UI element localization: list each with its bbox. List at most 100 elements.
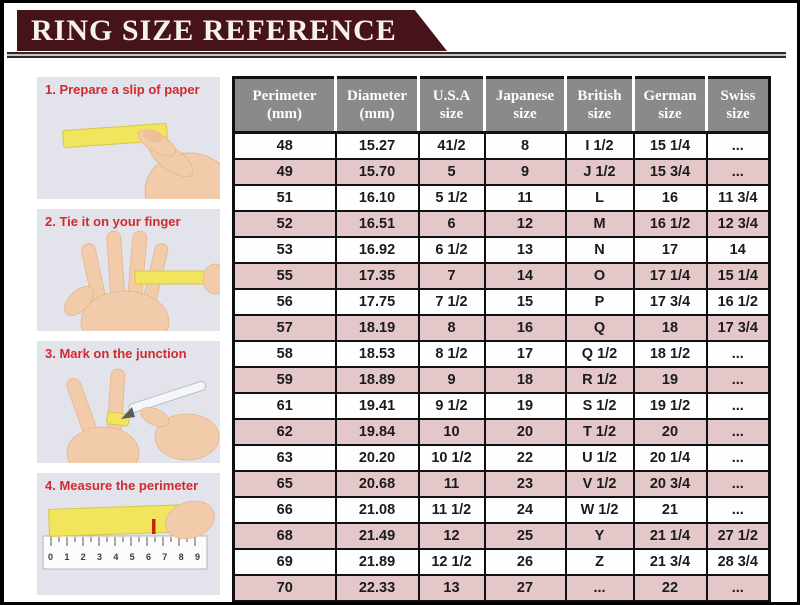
table-cell: 19.41 xyxy=(334,392,420,420)
table-row: 70 22.33 13 27... 22... xyxy=(232,574,771,602)
table-cell: 68 xyxy=(232,522,337,550)
table-cell: N xyxy=(564,236,635,264)
table-cell: 20.68 xyxy=(334,470,420,498)
ruler-number: 6 xyxy=(145,552,151,562)
table-row: 57 18.19 8 16 Q 18 17 3/4 xyxy=(232,314,771,342)
column-header: German size xyxy=(632,77,707,134)
table-cell: U 1/2 xyxy=(564,444,635,472)
table-cell: 15 1/4 xyxy=(632,131,708,160)
table-cell: 12 xyxy=(417,522,486,550)
table-cell: 14 xyxy=(705,236,771,264)
table-cell: 63 xyxy=(232,444,337,472)
table-cell: 8 xyxy=(417,314,486,342)
table-cell: 9 xyxy=(417,366,486,394)
table-cell: 25 xyxy=(483,522,567,550)
table-header-row: Perimeter (mm) Diameter (mm) U.S.A size Japane… xyxy=(233,77,770,134)
table-cell: 19 xyxy=(483,392,567,420)
table-cell: 62 xyxy=(232,418,337,446)
table-cell: 20 1/4 xyxy=(632,444,708,472)
step-title: 2. Tie it on your finger xyxy=(45,214,181,229)
table-cell: 21 xyxy=(632,496,708,524)
column-header: British size xyxy=(564,77,634,134)
table-cell: 58 xyxy=(232,340,337,368)
table-cell: 20 3/4 xyxy=(632,470,708,498)
table-row: 55 17.35 7 14 O 17 1/4 15 1/4 xyxy=(232,262,771,290)
table-row: 52 16.51 6 12 M 16 1/2 12 3/4 xyxy=(232,210,771,238)
step1-paper-slip-photo xyxy=(62,123,220,199)
step-card-1: 1. Prepare a slip of paper xyxy=(37,77,220,199)
table-row: 61 19.41 9 1/2 19 S 1/2 19 1/2... xyxy=(232,392,771,420)
table-cell: 66 xyxy=(232,496,337,524)
table-cell: 10 1/2 xyxy=(417,444,486,472)
table-cell: 11 xyxy=(417,470,486,498)
table-cell: T 1/2 xyxy=(564,418,635,446)
table-cell: P xyxy=(564,288,635,316)
ring-size-table: Perimeter (mm) Diameter (mm) U.S.A size Japane… xyxy=(232,76,771,602)
column-header: Japanese size xyxy=(483,77,566,134)
table-cell: Q 1/2 xyxy=(564,340,635,368)
table-cell: ... xyxy=(705,392,771,420)
table-cell: 13 xyxy=(417,574,486,602)
table-cell: I 1/2 xyxy=(564,131,635,160)
table-cell: O xyxy=(564,262,635,290)
ruler-number: 2 xyxy=(80,552,86,562)
step-card-2: 2. Tie it on your finger xyxy=(37,209,220,331)
table-cell: ... xyxy=(705,470,771,498)
table-cell: 8 1/2 xyxy=(417,340,486,368)
table-cell: 15.27 xyxy=(334,131,420,160)
table-cell: 19.84 xyxy=(334,418,420,446)
table-cell: W 1/2 xyxy=(564,496,635,524)
table-cell: L xyxy=(564,184,635,212)
step-title: 1. Prepare a slip of paper xyxy=(45,82,200,97)
table-cell: 19 xyxy=(632,366,708,394)
table-cell: 52 xyxy=(232,210,337,238)
table-cell: 10 xyxy=(417,418,486,446)
table-cell: 6 1/2 xyxy=(417,236,486,264)
table-cell: 20 xyxy=(483,418,567,446)
table-cell: 12 1/2 xyxy=(417,548,486,576)
table-cell: M xyxy=(564,210,635,238)
table-cell: 20 xyxy=(632,418,708,446)
table-cell: 9 xyxy=(483,158,567,186)
table-cell: 18.53 xyxy=(334,340,420,368)
table-cell: 11 xyxy=(483,184,567,212)
table-cell: 5 xyxy=(417,158,486,186)
table-cell: 22.33 xyxy=(334,574,420,602)
table-cell: 61 xyxy=(232,392,337,420)
table-cell: 21.89 xyxy=(334,548,420,576)
table-cell: 21.49 xyxy=(334,522,420,550)
table-cell: Y xyxy=(564,522,635,550)
table-cell: 9 1/2 xyxy=(417,392,486,420)
table-cell: 11 3/4 xyxy=(705,184,771,212)
table-row: 59 18.89 9 18 R 1/2 19... xyxy=(232,366,771,394)
table-cell: 69 xyxy=(232,548,337,576)
table-cell: 22 xyxy=(632,574,708,602)
table-row: 53 16.92 6 1/2 13 N 17 14 xyxy=(232,236,771,264)
ruler-number: 4 xyxy=(113,552,119,562)
table-cell: 17 1/4 xyxy=(632,262,708,290)
step4-measure-ruler-photo xyxy=(42,500,215,570)
table-cell: 20.20 xyxy=(334,444,420,472)
table-cell: 65 xyxy=(232,470,337,498)
ring-size-table-container: Perimeter (mm) Diameter (mm) U.S.A size Japane… xyxy=(232,76,771,602)
ruler-number: 3 xyxy=(96,552,102,562)
banner-underline xyxy=(7,52,786,58)
page-title: RING SIZE REFERENCE xyxy=(31,13,397,47)
table-cell: ... xyxy=(705,158,771,186)
table-cell: 51 xyxy=(232,184,337,212)
table-row: 66 21.08 11 1/2 24 W 1/2 21... xyxy=(232,496,771,524)
table-cell: 16 1/2 xyxy=(632,210,708,238)
table-cell: 18.19 xyxy=(334,314,420,342)
table-cell: 12 3/4 xyxy=(705,210,771,238)
ruler-number: 7 xyxy=(162,552,168,562)
table-row: 62 19.84 10 20 T 1/2 20... xyxy=(232,418,771,446)
table-cell: 55 xyxy=(232,262,337,290)
table-row: 49 15.70 5 9 J 1/2 15 3/4... xyxy=(232,158,771,186)
table-cell: 26 xyxy=(483,548,567,576)
table-cell: 7 1/2 xyxy=(417,288,486,316)
table-cell: 21 1/4 xyxy=(632,522,708,550)
column-header: Perimeter (mm) xyxy=(233,77,336,134)
table-cell: 17 3/4 xyxy=(705,314,771,342)
